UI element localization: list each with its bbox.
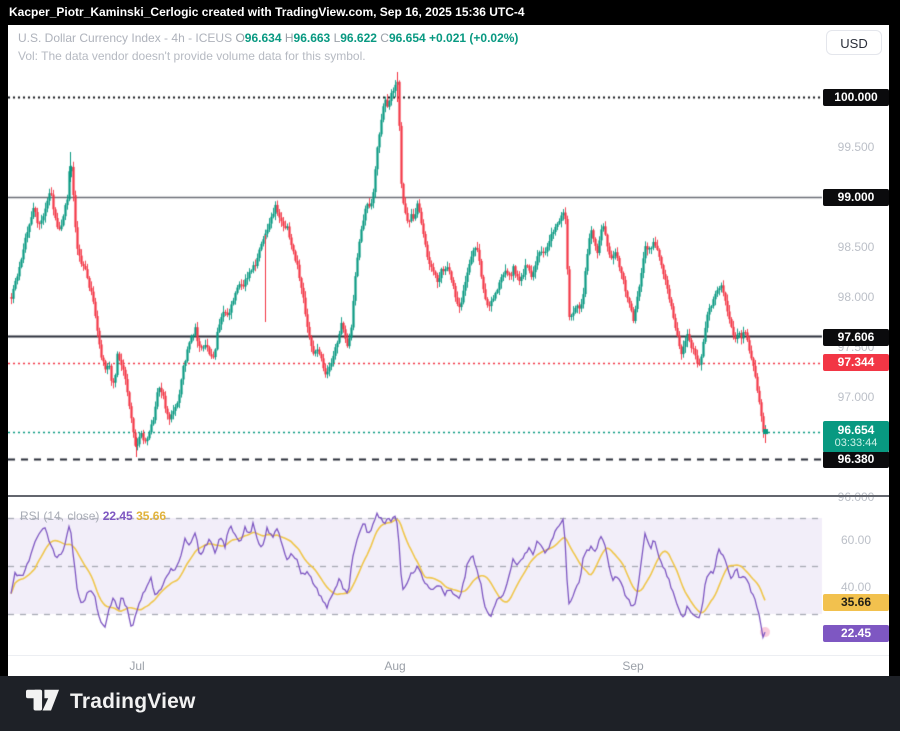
price-level-tag: 99.000: [823, 188, 889, 206]
chart-area: U.S. Dollar Currency Index - 4h - ICEUS …: [8, 25, 889, 676]
axis-scale-label: 97.000: [837, 390, 875, 404]
low-label: L: [333, 31, 341, 45]
rsi-title: RSI (14, close): [20, 509, 100, 523]
time-axis-label: Jul: [129, 659, 145, 673]
currency-toggle-button[interactable]: USD: [826, 30, 882, 55]
time-axis-label: Aug: [384, 659, 406, 673]
separator: -: [160, 31, 172, 45]
volume-note: Vol: The data vendor doesn't provide vol…: [18, 49, 366, 63]
pane-divider[interactable]: [8, 495, 889, 497]
axis-scale-label: 60.00: [840, 533, 872, 547]
time-axis[interactable]: Jul Aug Sep: [8, 655, 889, 676]
tradingview-wordmark: TradingView: [70, 690, 196, 713]
time-axis-label: Sep: [622, 659, 644, 673]
price-level-tag: 97.606: [823, 328, 889, 346]
high-value: 96.663: [293, 31, 331, 45]
low-value: 96.622: [340, 31, 377, 45]
axis-scale-label: 96.000: [837, 490, 875, 504]
axis-scale-label: 40.00: [840, 580, 872, 594]
symbol-legend[interactable]: U.S. Dollar Currency Index - 4h - ICEUS …: [18, 31, 518, 45]
axis-scale-label: 98.000: [837, 290, 875, 304]
bar-countdown: 03:33:44: [834, 437, 878, 449]
close-label: C: [380, 31, 389, 45]
close-value: 96.654: [388, 31, 426, 45]
rsi-legend[interactable]: RSI (14, close) 22.45 35.66: [20, 509, 166, 523]
price-level-tag: 97.344: [823, 353, 889, 371]
symbol-title: U.S. Dollar Currency Index: [18, 31, 161, 45]
exchange-label: ICEUS: [195, 31, 233, 45]
open-value: 96.634: [244, 31, 282, 45]
price-and-rsi-chart-canvas[interactable]: [8, 25, 889, 676]
tradingview-logo-icon: [26, 689, 60, 711]
interval-label: 4h: [171, 31, 185, 45]
current-price-value: 96.654: [837, 423, 875, 437]
current-price-tag: 96.654 03:33:44: [823, 421, 889, 452]
price-level-tag: 96.380: [823, 450, 889, 468]
high-label: H: [284, 31, 294, 45]
axis-scale-label: 98.500: [837, 240, 875, 254]
open-label: O: [235, 31, 245, 45]
price-level-tag: 35.66: [823, 593, 889, 611]
tradingview-brand[interactable]: TradingView: [26, 689, 196, 715]
rsi-ma-value: 35.66: [136, 509, 167, 523]
axis-scale-label: 99.500: [837, 140, 875, 154]
footer-bar: TradingView: [0, 676, 900, 731]
attribution-text: Kacper_Piotr_Kaminski_Cerlogic created w…: [9, 5, 525, 19]
price-level-tag: 100.000: [823, 88, 889, 106]
separator: -: [184, 31, 196, 45]
change-value: +0.021 (+0.02%): [429, 31, 519, 45]
attribution-bar: Kacper_Piotr_Kaminski_Cerlogic created w…: [0, 0, 900, 25]
rsi-value: 22.45: [102, 509, 133, 523]
price-level-tag: 22.45: [823, 624, 889, 642]
